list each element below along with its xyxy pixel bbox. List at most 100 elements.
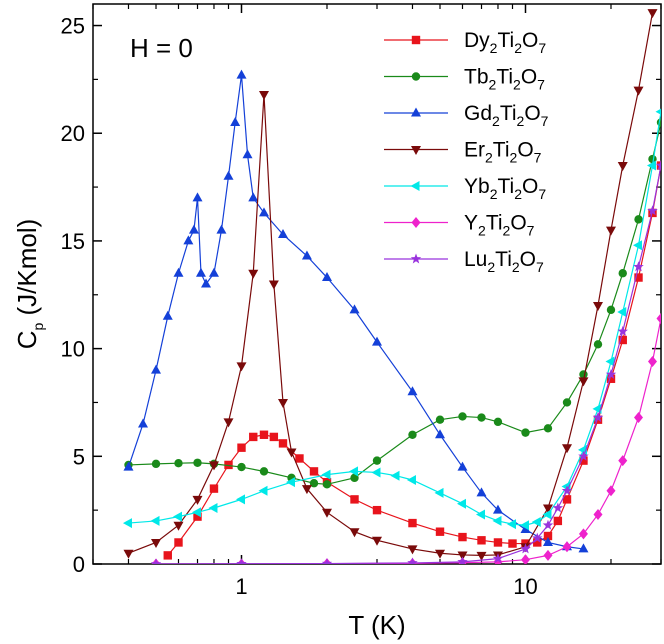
legend-subscript: 7 [538, 40, 546, 56]
data-point-yb2ti2o7 [349, 466, 359, 477]
data-point-er2ti2o7 [173, 521, 184, 531]
data-point-er2ti2o7 [633, 86, 644, 96]
data-point-gd2ti2o7 [372, 336, 382, 346]
data-point-yb2ti2o7 [406, 475, 416, 485]
data-point-lu2ti2o7 [407, 557, 418, 564]
data-point-er2ti2o7 [258, 90, 269, 100]
legend-label: Tb2Ti2O7 [464, 66, 545, 93]
data-point-lu2ti2o7 [457, 556, 468, 564]
legend-subscript: 2 [487, 259, 495, 275]
data-point-yb2ti2o7 [476, 509, 486, 520]
data-point-gd2ti2o7 [151, 364, 162, 374]
data-point-lu2ti2o7 [561, 485, 573, 496]
legend-subscript: 2 [512, 259, 520, 275]
legend-symbol: Dy [464, 29, 490, 52]
y-tick-label: 15 [61, 229, 85, 254]
data-point-yb2ti2o7 [633, 240, 643, 251]
data-point-lu2ti2o7 [321, 558, 333, 564]
data-point-yb2ti2o7 [286, 477, 296, 488]
legend-subscript: 2 [510, 150, 518, 166]
data-point-er2ti2o7 [223, 418, 234, 428]
legend-item-tb2ti2o7: Tb2Ti2O7 [384, 66, 545, 93]
data-point-tb2ti2o7 [259, 467, 269, 476]
legend-label: Lu2Ti2O7 [464, 248, 544, 275]
data-point-dy2ti2o7 [209, 484, 219, 493]
y-label-rest: (J/Kmol) [12, 219, 42, 323]
data-point-yb2ti2o7 [655, 108, 661, 115]
data-point-er2ti2o7 [617, 162, 628, 172]
data-point-dy2ti2o7 [579, 456, 588, 465]
data-point-dy2ti2o7 [634, 273, 643, 282]
data-point-dy2ti2o7 [543, 531, 553, 541]
data-point-yb2ti2o7 [390, 470, 400, 481]
data-point-y2ti2o7 [656, 312, 661, 324]
data-point-er2ti2o7 [208, 461, 219, 471]
data-point-gd2ti2o7 [476, 487, 487, 497]
data-point-lu2ti2o7 [617, 325, 628, 336]
legend-symbol: O [520, 248, 536, 271]
data-point-gd2ti2o7 [435, 429, 446, 439]
data-point-er2ti2o7 [476, 551, 487, 561]
legend-symbol: Yb [464, 175, 490, 198]
data-point-dy2ti2o7 [435, 527, 445, 536]
legend-marker [411, 72, 421, 81]
data-point-yb2ti2o7 [172, 511, 182, 522]
legend-item-yb2ti2o7: Yb2Ti2O7 [384, 175, 546, 202]
series-line-er2ti2o7 [128, 12, 654, 556]
data-point-dy2ti2o7 [237, 443, 246, 452]
data-point-dy2ti2o7 [350, 495, 359, 504]
legend-label: Dy2Ti2O7 [464, 29, 546, 56]
data-point-y2ti2o7 [634, 412, 644, 424]
data-point-dy2ti2o7 [372, 505, 382, 515]
legend-symbol: O [510, 212, 526, 235]
data-point-gd2ti2o7 [123, 461, 134, 471]
data-point-tb2ti2o7 [618, 269, 627, 278]
tick-group: 1 10 0 5 10 15 20 25 [61, 4, 662, 599]
data-point-tb2ti2o7 [408, 430, 417, 439]
data-point-gd2ti2o7 [236, 69, 247, 79]
legend-marker [410, 181, 420, 191]
legend-subscript: 2 [485, 150, 493, 166]
legend-item-lu2ti2o7: Lu2Ti2O7 [384, 248, 544, 275]
series-layer [122, 9, 661, 564]
y-tick-label: 5 [73, 444, 85, 469]
legend-symbol: O [524, 102, 540, 125]
data-point-lu2ti2o7 [150, 558, 162, 564]
data-point-gd2ti2o7 [492, 504, 503, 514]
data-point-gd2ti2o7 [201, 278, 212, 288]
data-point-y2ti2o7 [647, 356, 657, 368]
x-axis-label: T (K) [348, 610, 405, 640]
data-point-er2ti2o7 [192, 495, 203, 505]
data-point-tb2ti2o7 [648, 154, 657, 164]
data-point-tb2ti2o7 [562, 398, 572, 407]
data-point-yb2ti2o7 [321, 469, 331, 480]
data-point-dy2ti2o7 [224, 460, 233, 470]
data-point-tb2ti2o7 [151, 459, 161, 469]
legend-subscript: 7 [534, 150, 542, 166]
data-point-yb2ti2o7 [150, 515, 160, 526]
series-yb2ti2o7 [122, 108, 661, 531]
data-point-y2ti2o7 [520, 554, 530, 564]
data-point-lu2ti2o7 [532, 532, 543, 543]
data-point-gd2ti2o7 [192, 192, 203, 202]
data-point-lu2ti2o7 [647, 205, 658, 216]
data-point-gd2ti2o7 [195, 267, 206, 277]
data-point-gd2ti2o7 [520, 524, 531, 534]
legend-subscript: 2 [514, 186, 522, 202]
data-point-dy2ti2o7 [553, 516, 563, 526]
data-point-tb2ti2o7 [322, 480, 332, 489]
data-point-gd2ti2o7 [223, 170, 234, 180]
legend-subscript: 7 [541, 113, 549, 129]
data-point-yb2ti2o7 [519, 520, 529, 531]
data-point-er2ti2o7 [578, 377, 589, 387]
data-point-y2ti2o7 [593, 508, 603, 520]
legend-symbol: Ti [500, 102, 517, 125]
legend-subscript: 2 [489, 77, 497, 93]
data-point-tb2ti2o7 [543, 424, 553, 433]
data-point-er2ti2o7 [286, 448, 297, 458]
data-point-tb2ti2o7 [521, 428, 530, 437]
data-point-er2ti2o7 [561, 444, 572, 454]
data-point-tb2ti2o7 [493, 417, 503, 427]
data-point-dy2ti2o7 [458, 532, 467, 542]
data-point-er2ti2o7 [605, 226, 616, 236]
